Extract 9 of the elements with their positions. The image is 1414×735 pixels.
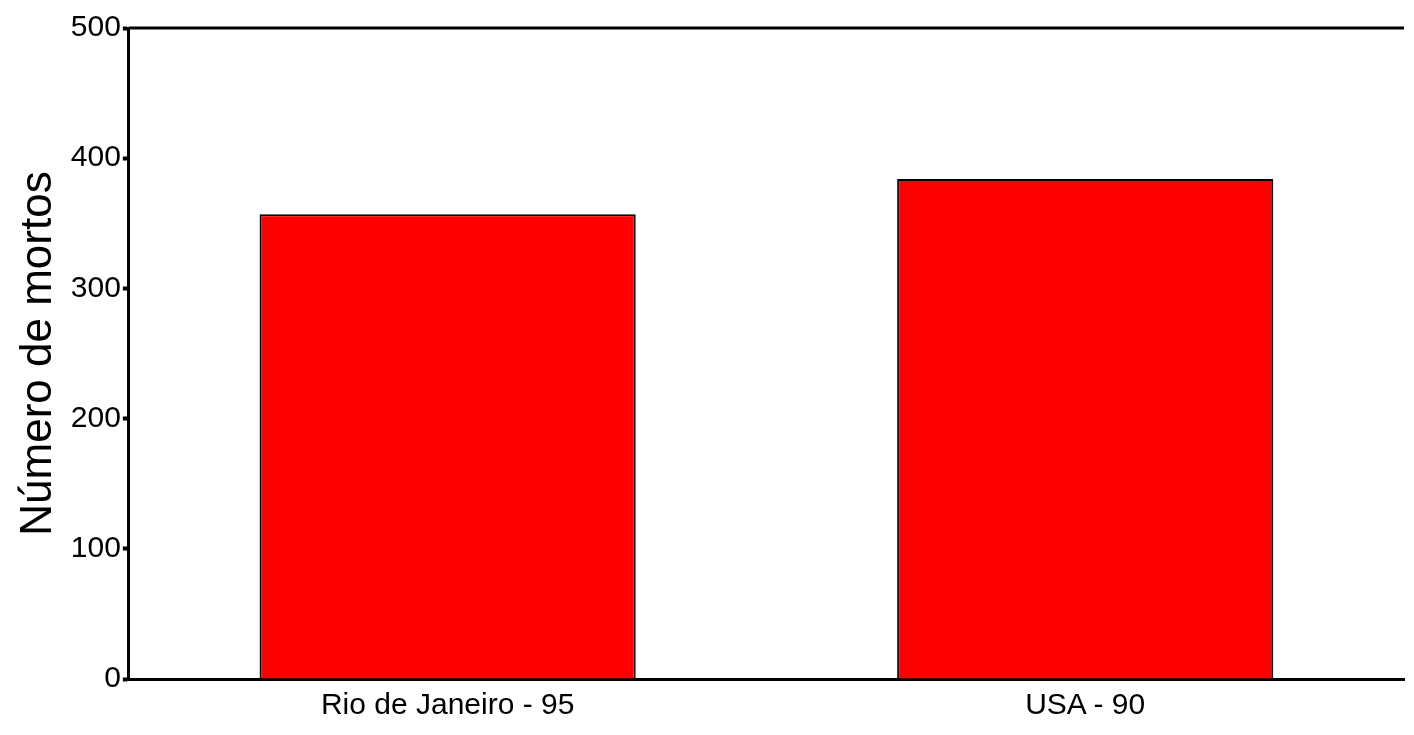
y-axis-title: Número de mortos <box>10 171 60 536</box>
y-tick-label: 400 <box>70 139 121 173</box>
x-tick-label: Rio de Janeiro - 95 <box>320 687 575 721</box>
y-tick-label: 0 <box>104 660 121 694</box>
y-tick-label: 300 <box>70 269 121 303</box>
y-tick-label: 100 <box>70 530 121 564</box>
y-tick-label: 200 <box>70 399 121 433</box>
x-tick-label: USA - 90 <box>1025 687 1146 721</box>
y-tick-label: 500 <box>70 9 121 43</box>
